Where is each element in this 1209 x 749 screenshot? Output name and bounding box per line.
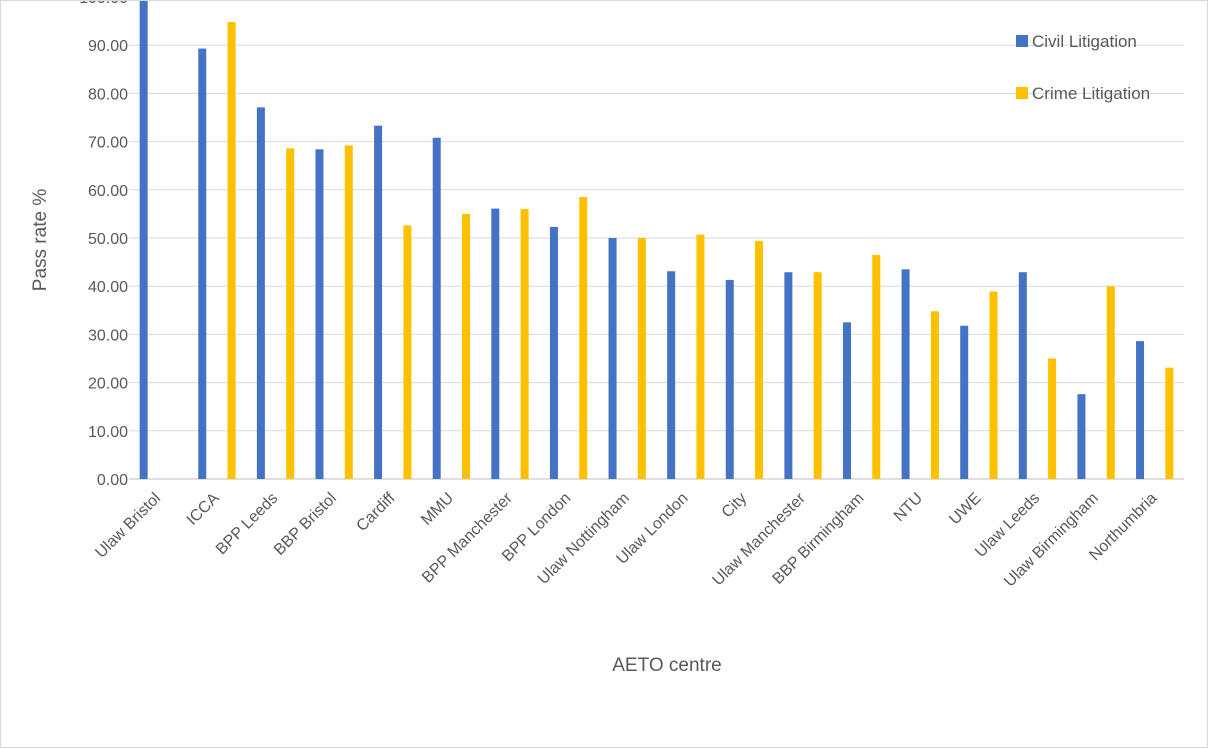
bar-civil [432, 137, 441, 479]
bar-civil [960, 325, 969, 479]
y-tick-label: 100.00 [79, 1, 128, 7]
legend-swatch [1016, 35, 1028, 47]
bar-crime [462, 213, 471, 479]
legend-swatch [1016, 87, 1028, 99]
bar-civil [608, 238, 617, 479]
bar-civil [667, 271, 676, 479]
y-tick-label: 40.00 [88, 279, 128, 296]
bar-civil [315, 149, 324, 479]
y-axis-ticks: 0.00 10.00 20.00 30.00 40.00 50.00 60.00 70.00 8… [79, 1, 128, 489]
x-tick-label: MMU [418, 490, 457, 529]
y-tick-label: 10.00 [88, 424, 128, 441]
x-tick-label: UWE [946, 490, 984, 528]
bar-crime [344, 145, 353, 479]
bar-crime [227, 22, 236, 480]
y-tick-label: 60.00 [88, 183, 128, 200]
gridlines [129, 44, 1184, 480]
y-tick-label: 20.00 [88, 376, 128, 393]
bar-crime [989, 291, 998, 479]
bar-crime [1106, 286, 1115, 479]
y-tick-label: 50.00 [88, 231, 128, 248]
x-tick-label: ICCA [184, 490, 223, 529]
x-tick-label: City [719, 490, 751, 522]
legend-label: Civil Litigation [1032, 32, 1137, 51]
bar-crime [930, 311, 939, 479]
bar-crime [1165, 367, 1174, 479]
bar-crime [872, 254, 881, 479]
x-tick-label: NTU [891, 490, 926, 525]
legend-label: Crime Litigation [1032, 84, 1150, 103]
bar-crime [579, 197, 588, 479]
bar-crime [813, 272, 822, 479]
bar-crime [696, 234, 705, 479]
bar-crime [520, 209, 529, 479]
bar-civil [374, 125, 383, 479]
y-tick-label: 80.00 [88, 86, 128, 103]
bar-civil [491, 208, 500, 479]
bar-civil [1136, 341, 1145, 479]
bar-crime [403, 225, 412, 479]
y-axis-title: Pass rate % [30, 189, 51, 292]
bar-civil [1018, 272, 1027, 479]
y-tick-label: 90.00 [88, 38, 128, 55]
bar-crime [755, 240, 764, 479]
bar-civil [198, 48, 207, 479]
y-tick-label: 30.00 [88, 327, 128, 344]
bar-civil [1077, 394, 1086, 479]
bar-civil [842, 322, 851, 479]
bar-civil [784, 272, 793, 479]
legend: Civil Litigation Crime Litigation [1016, 32, 1150, 103]
bar-civil [139, 1, 148, 479]
bar-civil [549, 226, 558, 479]
bar-civil [901, 269, 910, 479]
y-tick-label: 70.00 [88, 135, 128, 152]
bar-civil [725, 279, 734, 479]
bars [139, 1, 1174, 480]
x-tick-label: Cardiff [353, 489, 399, 535]
y-tick-label: 0.00 [97, 472, 128, 489]
bar-crime [286, 148, 295, 479]
x-tick-label: Ulaw Bristol [92, 490, 164, 562]
x-tick-label: BBP Bristol [271, 490, 340, 559]
bar-crime [1048, 358, 1057, 479]
bar-crime [637, 238, 646, 479]
bar-civil [256, 107, 265, 480]
x-axis-title: AETO centre [612, 655, 721, 676]
